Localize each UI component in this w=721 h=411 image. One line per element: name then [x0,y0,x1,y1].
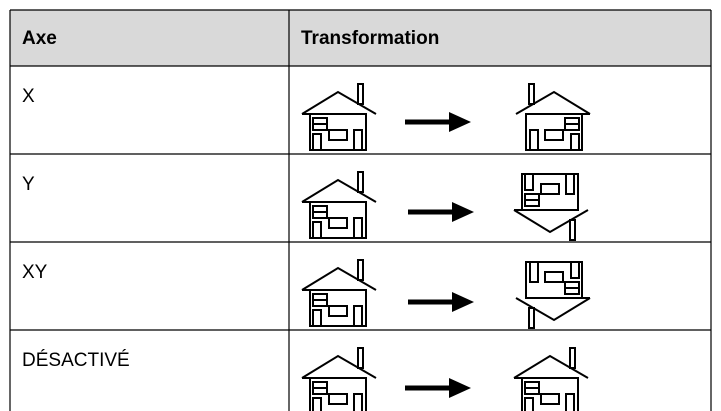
house-mirrored-x [515,83,591,151]
arrow [405,378,471,398]
house-unchanged [513,347,589,411]
arrow [405,112,471,132]
arrow [408,292,474,312]
house-original [301,83,377,151]
arrow [408,202,474,222]
axis-cell: XY [22,262,48,283]
house-original [301,347,377,411]
header-cell: Axe [22,28,57,49]
house-mirrored-xy [515,261,591,329]
header-cell: Transformation [301,28,439,49]
header-background [10,10,711,66]
house-mirrored-y [513,173,589,241]
house-original [301,171,377,239]
axis-cell: X [22,86,35,107]
axis-cell: Y [22,174,35,195]
house-original [301,259,377,327]
axis-cell: DÉSACTIVÉ [22,350,130,371]
